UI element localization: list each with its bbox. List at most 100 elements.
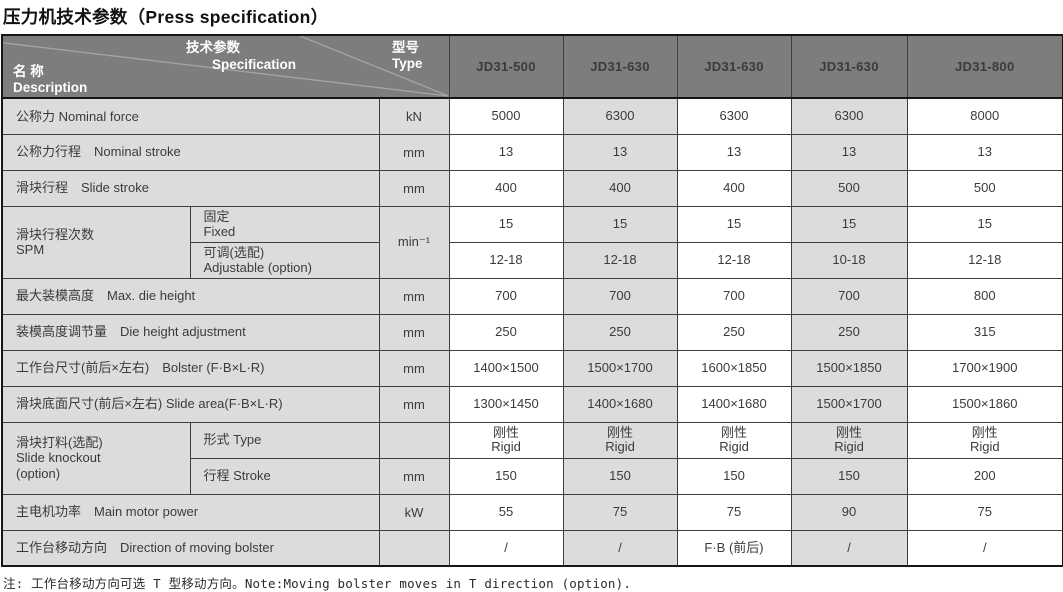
value-cell: 55: [448, 493, 564, 531]
value-cell: 90: [790, 493, 908, 531]
unit-cell: [378, 421, 450, 459]
value-cell: 5000: [448, 97, 564, 135]
value-cell: 刚性 Rigid: [790, 421, 908, 459]
value-cell: 315: [906, 313, 1063, 351]
value-cell: 1600×1850: [676, 349, 792, 387]
row-label-cell: 工作台移动方向 Direction of moving bolster: [1, 529, 380, 567]
value-cell: 400: [448, 169, 564, 207]
value-cell: 15: [790, 205, 908, 243]
diagonal-divider: [3, 36, 448, 97]
value-cell: 250: [448, 313, 564, 351]
model-header: JD31-500: [448, 34, 564, 99]
value-cell: 12-18: [676, 241, 792, 279]
table-row: 工作台尺寸(前后×左右) Bolster (F·B×L·R) mm 1400×1…: [1, 349, 1063, 387]
table-row: 滑块行程 Slide stroke mm 400 400 400 500 500: [1, 169, 1063, 207]
row-label-cell: 滑块底面尺寸(前后×左右) Slide area(F·B×L·R): [1, 385, 380, 423]
value-cell: 1500×1700: [562, 349, 678, 387]
value-cell: 75: [676, 493, 792, 531]
row-label-cell: 滑块行程 Slide stroke: [1, 169, 380, 207]
value-cell: 刚性 Rigid: [906, 421, 1063, 459]
row-label-cell: 工作台尺寸(前后×左右) Bolster (F·B×L·R): [1, 349, 380, 387]
row-label-cell: 装模高度调节量 Die height adjustment: [1, 313, 380, 351]
value-cell: 刚性 Rigid: [676, 421, 792, 459]
value-cell: 13: [562, 133, 678, 171]
value-cell: 12-18: [448, 241, 564, 279]
value-cell: 13: [676, 133, 792, 171]
value-cell: 1400×1680: [676, 385, 792, 423]
value-cell: 1400×1680: [562, 385, 678, 423]
row-label-cell: 滑块打料(选配) Slide knockout (option): [1, 421, 191, 495]
value-cell: 6300: [790, 97, 908, 135]
model-header: JD31-630: [562, 34, 678, 99]
unit-cell: kN: [378, 97, 450, 135]
row-label-cell: 滑块行程次数 SPM: [1, 205, 191, 279]
header-row: 技术参数 Specification 型号 Type 名 称 Descripti…: [1, 34, 1063, 99]
footnote: 注: 工作台移动方向可选 T 型移动方向。Note:Moving bolster…: [3, 576, 632, 591]
unit-cell: mm: [378, 313, 450, 351]
table-row: 滑块行程次数 SPM 固定 Fixed min⁻¹ 15 15 15 15 15: [1, 205, 1063, 279]
value-cell: 刚性 Rigid: [562, 421, 678, 459]
unit-cell: min⁻¹: [378, 205, 450, 279]
value-cell: 75: [562, 493, 678, 531]
table-row: 可调(选配) Adjustable (option) 12-18 12-18 1…: [2, 241, 1063, 279]
value-cell: 刚性 Rigid: [448, 421, 564, 459]
value-cell: 1500×1700: [790, 385, 908, 423]
value-cell: F·B (前后): [676, 529, 792, 567]
value-cell: 150: [448, 457, 564, 495]
value-cell: 15: [906, 205, 1063, 243]
table-row: 最大装模高度 Max. die height mm 700 700 700 70…: [1, 277, 1063, 315]
unit-cell: mm: [378, 457, 450, 495]
table-row: 滑块底面尺寸(前后×左右) Slide area(F·B×L·R) mm 130…: [1, 385, 1063, 423]
row-label-cell: 公称力 Nominal force: [1, 97, 380, 135]
table-row: 滑块打料(选配) Slide knockout (option) 形式 Type…: [1, 421, 1063, 495]
unit-cell: mm: [378, 349, 450, 387]
spec-table: 技术参数 Specification 型号 Type 名 称 Descripti…: [1, 34, 1063, 567]
unit-cell: mm: [378, 169, 450, 207]
value-cell: 500: [790, 169, 908, 207]
value-cell: 150: [676, 457, 792, 495]
value-cell: 13: [448, 133, 564, 171]
corner-label-spec-en: Specification: [212, 57, 297, 72]
value-cell: 200: [906, 457, 1063, 495]
unit-cell: mm: [378, 385, 450, 423]
corner-label-type: 型号 Type: [392, 40, 423, 71]
value-cell: 250: [790, 313, 908, 351]
table-row: 主电机功率 Main motor power kW 55 75 75 90 75: [1, 493, 1063, 531]
value-cell: 12-18: [906, 241, 1063, 279]
value-cell: 400: [562, 169, 678, 207]
table-row: 行程 Stroke mm 150 150 150 150 200: [2, 457, 1063, 495]
value-cell: 12-18: [562, 241, 678, 279]
value-cell: 250: [676, 313, 792, 351]
model-header: JD31-630: [676, 34, 792, 99]
value-cell: 1700×1900: [906, 349, 1063, 387]
value-cell: 700: [790, 277, 908, 315]
corner-header-cell: 技术参数 Specification 型号 Type 名 称 Descripti…: [1, 34, 450, 99]
value-cell: 1300×1450: [448, 385, 564, 423]
table-row: 装模高度调节量 Die height adjustment mm 250 250…: [1, 313, 1063, 351]
row-label-cell: 最大装模高度 Max. die height: [1, 277, 380, 315]
corner-label-spec-zh: 技术参数: [186, 40, 240, 55]
value-cell: 700: [676, 277, 792, 315]
page-title: 压力机技术参数（Press specification）: [3, 7, 329, 27]
value-cell: 13: [790, 133, 908, 171]
value-cell: /: [448, 529, 564, 567]
value-cell: 8000: [906, 97, 1063, 135]
unit-cell: kW: [378, 493, 450, 531]
value-cell: 1500×1860: [906, 385, 1063, 423]
value-cell: /: [906, 529, 1063, 567]
model-header: JD31-630: [790, 34, 908, 99]
value-cell: 150: [790, 457, 908, 495]
value-cell: 700: [562, 277, 678, 315]
value-cell: 15: [562, 205, 678, 243]
value-cell: 13: [906, 133, 1063, 171]
value-cell: 10-18: [790, 241, 908, 279]
model-header: JD31-800: [906, 34, 1063, 99]
unit-cell: mm: [378, 277, 450, 315]
value-cell: /: [790, 529, 908, 567]
value-cell: 700: [448, 277, 564, 315]
value-cell: 75: [906, 493, 1063, 531]
value-cell: 15: [448, 205, 564, 243]
row-label-cell: 公称力行程 Nominal stroke: [1, 133, 380, 171]
value-cell: 500: [906, 169, 1063, 207]
sub-label-cell: 可调(选配) Adjustable (option): [189, 241, 380, 279]
